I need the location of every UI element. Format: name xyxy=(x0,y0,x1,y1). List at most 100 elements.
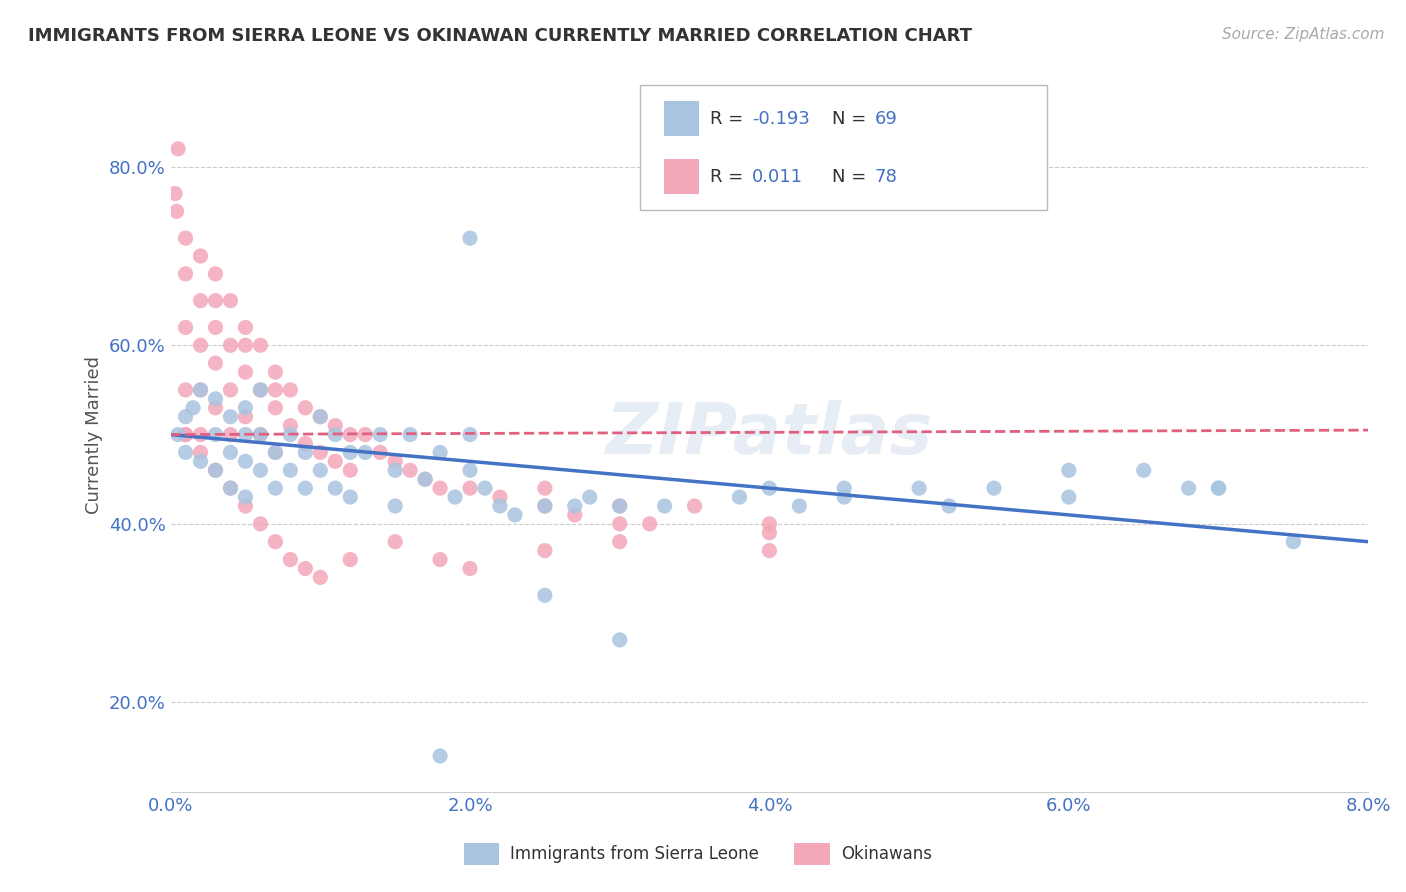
Text: ZIPatlas: ZIPatlas xyxy=(606,401,934,469)
Point xyxy=(235,454,257,468)
Point xyxy=(908,481,931,495)
Point xyxy=(235,401,257,415)
Point xyxy=(219,293,242,308)
Point xyxy=(264,383,287,397)
Point xyxy=(339,445,361,459)
Point xyxy=(280,383,302,397)
Point xyxy=(534,499,557,513)
Text: R =: R = xyxy=(710,110,749,128)
Text: N =: N = xyxy=(832,168,872,186)
Point xyxy=(1057,490,1080,504)
Point xyxy=(489,490,512,504)
Point xyxy=(339,463,361,477)
Point xyxy=(758,516,780,531)
Point xyxy=(758,543,780,558)
Point xyxy=(204,293,226,308)
Point xyxy=(832,481,855,495)
Point xyxy=(219,445,242,459)
Point xyxy=(264,401,287,415)
Point xyxy=(429,445,451,459)
Point xyxy=(165,186,187,201)
Point xyxy=(638,516,661,531)
Point xyxy=(384,499,406,513)
Point xyxy=(323,481,346,495)
Point xyxy=(1282,534,1305,549)
Point xyxy=(458,561,481,575)
Point xyxy=(489,499,512,513)
Text: Source: ZipAtlas.com: Source: ZipAtlas.com xyxy=(1222,27,1385,42)
Text: 0.011: 0.011 xyxy=(752,168,803,186)
Point xyxy=(339,552,361,566)
Point xyxy=(429,481,451,495)
Point xyxy=(728,490,751,504)
Point xyxy=(204,320,226,334)
Point xyxy=(219,409,242,424)
Point xyxy=(190,454,212,468)
Point xyxy=(280,552,302,566)
Point xyxy=(174,427,197,442)
Point xyxy=(235,320,257,334)
Point xyxy=(235,338,257,352)
Point xyxy=(204,463,226,477)
Point xyxy=(204,427,226,442)
Point xyxy=(294,436,316,450)
Point xyxy=(181,401,204,415)
Point xyxy=(294,561,316,575)
Text: Okinawans: Okinawans xyxy=(841,845,932,863)
Point xyxy=(174,267,197,281)
Point xyxy=(413,472,436,486)
Point xyxy=(249,516,271,531)
Point xyxy=(235,409,257,424)
Point xyxy=(294,445,316,459)
Point xyxy=(609,534,631,549)
Point xyxy=(174,445,197,459)
Point xyxy=(983,481,1005,495)
Point xyxy=(683,499,706,513)
Point xyxy=(190,249,212,263)
Point xyxy=(399,427,422,442)
Point xyxy=(458,481,481,495)
Point xyxy=(458,463,481,477)
Point xyxy=(249,383,271,397)
Point xyxy=(474,481,496,495)
Point xyxy=(235,427,257,442)
Point xyxy=(264,365,287,379)
Point xyxy=(609,499,631,513)
Point xyxy=(204,356,226,370)
Point xyxy=(166,204,188,219)
Point xyxy=(758,525,780,540)
Text: -0.193: -0.193 xyxy=(752,110,810,128)
Point xyxy=(219,338,242,352)
Point xyxy=(368,445,391,459)
Point xyxy=(413,472,436,486)
Text: 78: 78 xyxy=(875,168,897,186)
Point xyxy=(1208,481,1230,495)
Point xyxy=(167,427,190,442)
Point xyxy=(190,383,212,397)
Point xyxy=(174,383,197,397)
Point xyxy=(1177,481,1199,495)
Text: Immigrants from Sierra Leone: Immigrants from Sierra Leone xyxy=(510,845,759,863)
Point xyxy=(190,338,212,352)
Point xyxy=(789,499,811,513)
Point xyxy=(444,490,467,504)
Text: R =: R = xyxy=(710,168,755,186)
Text: IMMIGRANTS FROM SIERRA LEONE VS OKINAWAN CURRENTLY MARRIED CORRELATION CHART: IMMIGRANTS FROM SIERRA LEONE VS OKINAWAN… xyxy=(28,27,972,45)
Point xyxy=(354,427,377,442)
Point xyxy=(235,490,257,504)
Point xyxy=(323,454,346,468)
Point xyxy=(534,481,557,495)
Point xyxy=(167,142,190,156)
Point xyxy=(190,293,212,308)
Point xyxy=(534,499,557,513)
Point xyxy=(564,508,586,522)
Point xyxy=(564,499,586,513)
Point xyxy=(654,499,676,513)
Point xyxy=(309,409,332,424)
Point xyxy=(399,463,422,477)
Point xyxy=(264,445,287,459)
Point xyxy=(280,418,302,433)
Point xyxy=(249,463,271,477)
Point xyxy=(1208,481,1230,495)
Point xyxy=(190,427,212,442)
